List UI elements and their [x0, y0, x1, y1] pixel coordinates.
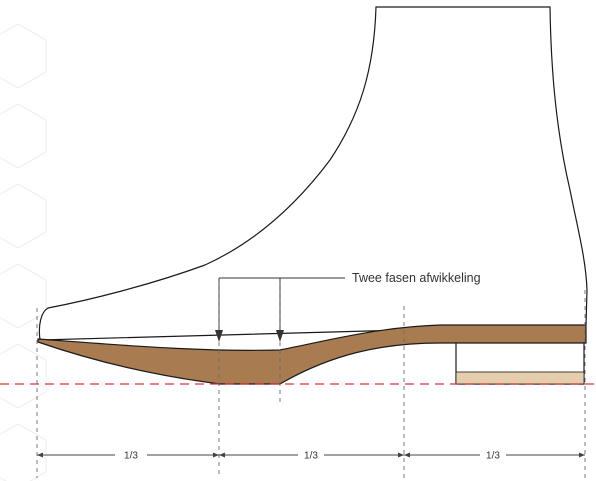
dimension-label-2: 1/3	[304, 451, 318, 462]
background-texture	[0, 23, 47, 481]
phase-callout	[218, 277, 345, 330]
dimension-arrowheads	[37, 452, 585, 458]
boot-upper-outline	[38, 6, 588, 341]
dimension-label-1: 1/3	[124, 451, 138, 462]
sole	[37, 324, 587, 385]
arrow-head-1	[215, 330, 223, 342]
arrow-head-2	[276, 330, 284, 342]
dimension-label-3: 1/3	[486, 451, 500, 462]
phase-annotation-label: Twee fasen afwikkeling	[352, 271, 481, 285]
heel-top-piece	[455, 371, 585, 385]
